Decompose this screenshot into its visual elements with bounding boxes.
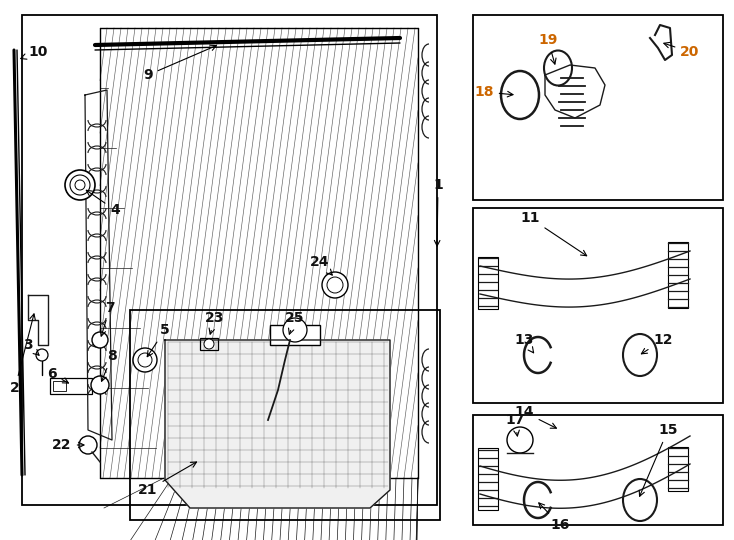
Bar (200, 338, 218, 350)
Circle shape (70, 175, 90, 195)
Text: 19: 19 (538, 33, 558, 64)
Text: 22: 22 (52, 438, 84, 452)
Bar (22, 15, 437, 505)
Text: 18: 18 (474, 85, 513, 99)
Circle shape (327, 277, 343, 293)
Bar (50, 378, 92, 394)
Text: 1: 1 (433, 178, 443, 246)
Bar (473, 415, 723, 525)
Circle shape (91, 376, 109, 394)
Text: 11: 11 (520, 211, 586, 256)
Bar (473, 208, 723, 403)
Circle shape (75, 180, 85, 190)
Text: 7: 7 (101, 301, 115, 336)
Circle shape (507, 427, 533, 453)
Circle shape (138, 353, 152, 367)
Circle shape (322, 272, 348, 298)
Bar (668, 242, 688, 308)
Text: 6: 6 (47, 367, 68, 383)
Bar (478, 448, 498, 510)
Circle shape (204, 339, 214, 349)
Text: 5: 5 (148, 323, 170, 356)
Text: 25: 25 (286, 311, 305, 334)
Text: 9: 9 (143, 45, 217, 82)
Text: 17: 17 (505, 413, 525, 436)
Text: 16: 16 (539, 503, 570, 532)
Circle shape (283, 318, 307, 342)
Text: 21: 21 (138, 462, 197, 497)
Circle shape (133, 348, 157, 372)
Text: 20: 20 (664, 43, 700, 59)
Circle shape (65, 170, 95, 200)
Text: 13: 13 (515, 333, 534, 353)
Bar (53, 381, 66, 391)
Bar (668, 447, 688, 491)
Text: 8: 8 (101, 349, 117, 381)
Text: 10: 10 (21, 45, 48, 59)
Polygon shape (545, 65, 605, 118)
Bar (270, 325, 320, 345)
Polygon shape (165, 340, 390, 508)
Bar (478, 257, 498, 309)
Text: 3: 3 (23, 338, 39, 355)
Text: 2: 2 (10, 314, 35, 395)
Text: 23: 23 (206, 311, 225, 334)
Text: 15: 15 (639, 423, 677, 496)
Text: 4: 4 (87, 190, 120, 217)
Text: 14: 14 (515, 405, 556, 428)
Circle shape (79, 436, 97, 454)
Circle shape (92, 332, 108, 348)
Bar (130, 310, 440, 520)
Text: 24: 24 (310, 255, 333, 275)
Circle shape (36, 349, 48, 361)
Text: 12: 12 (642, 333, 673, 354)
Bar (473, 15, 723, 200)
